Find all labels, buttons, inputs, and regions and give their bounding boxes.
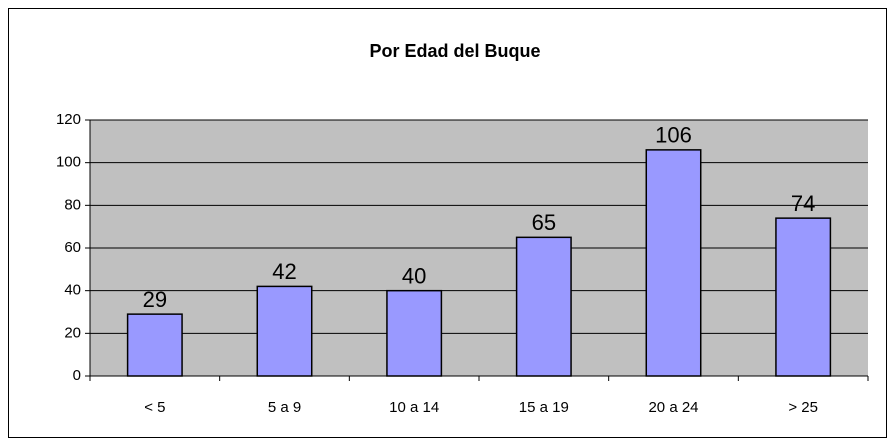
y-tick-label: 0 (73, 367, 81, 384)
bar (126, 313, 183, 377)
bar (645, 149, 702, 377)
bar (386, 289, 443, 377)
data-label: 65 (532, 210, 556, 235)
y-tick-label: 20 (64, 324, 81, 341)
data-label: 29 (143, 287, 167, 312)
x-tick-label: > 25 (788, 399, 818, 416)
data-label: 42 (272, 259, 296, 284)
data-label: 40 (402, 263, 426, 288)
x-tick-label: 20 a 24 (648, 399, 698, 416)
data-label: 106 (655, 123, 692, 148)
bar (256, 285, 313, 377)
y-tick-label: 80 (64, 196, 81, 213)
chart-title: Por Edad del Buque (369, 41, 540, 61)
y-tick-label: 100 (56, 154, 81, 171)
bar (515, 236, 572, 377)
y-tick-label: 60 (64, 239, 81, 256)
x-tick-label: 15 a 19 (519, 399, 569, 416)
bar (775, 217, 832, 377)
data-label: 74 (791, 191, 815, 216)
x-tick-label: < 5 (144, 399, 165, 416)
x-tick-label: 10 a 14 (389, 399, 439, 416)
y-tick-label: 40 (64, 282, 81, 299)
y-tick-label: 120 (56, 111, 81, 128)
x-tick-label: 5 a 9 (268, 399, 301, 416)
